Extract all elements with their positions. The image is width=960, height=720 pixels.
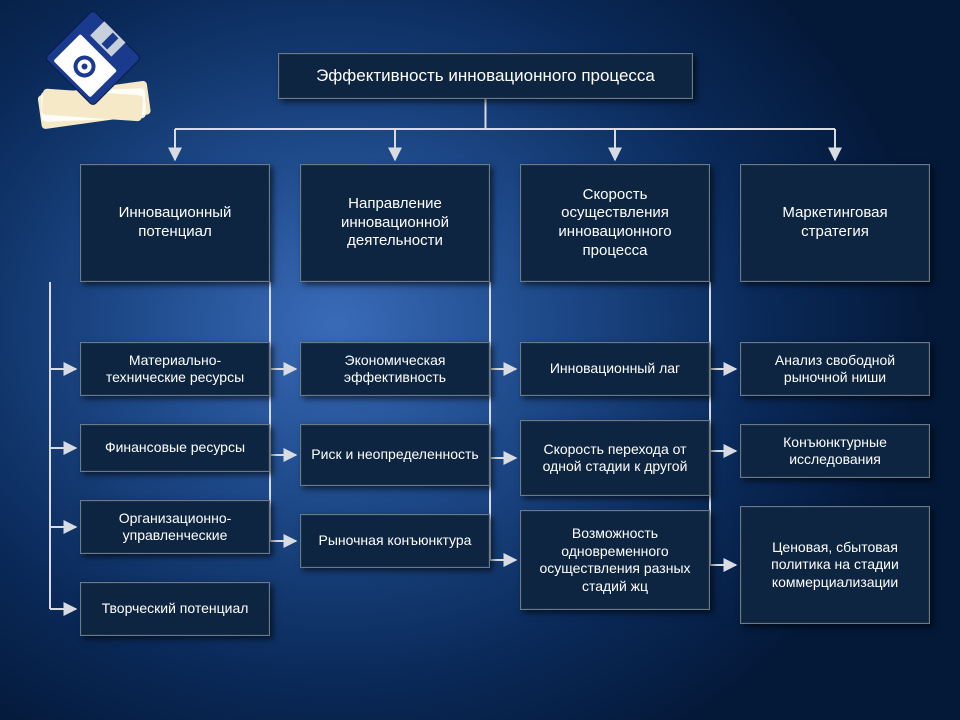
child-node: Ценовая, сбытовая политика на стадии ком… [740,506,930,624]
category-node: Инновационный потенциал [80,164,270,282]
child-node: Анализ свободной рыночной ниши [740,342,930,396]
child-node: Творческий потенциал [80,582,270,636]
root-node: Эффективность инновационного процесса [278,53,693,99]
child-node: Финансовые ресурсы [80,424,270,472]
category-node: Направление инновационной деятельности [300,164,490,282]
child-node: Материально-технические ресурсы [80,342,270,396]
child-node: Инновационный лаг [520,342,710,396]
child-node: Риск и неопределенность [300,424,490,486]
child-node: Конъюнктурные исследования [740,424,930,478]
child-node: Рыночная конъюнктура [300,514,490,568]
category-node: Маркетинговая стратегия [740,164,930,282]
child-node: Экономическая эффективность [300,342,490,396]
child-node: Организационно-управленческие [80,500,270,554]
child-node: Возможность одновременного осуществления… [520,510,710,610]
category-node: Скорость осуществления инновационного пр… [520,164,710,282]
child-node: Скорость перехода от одной стадии к друг… [520,420,710,496]
